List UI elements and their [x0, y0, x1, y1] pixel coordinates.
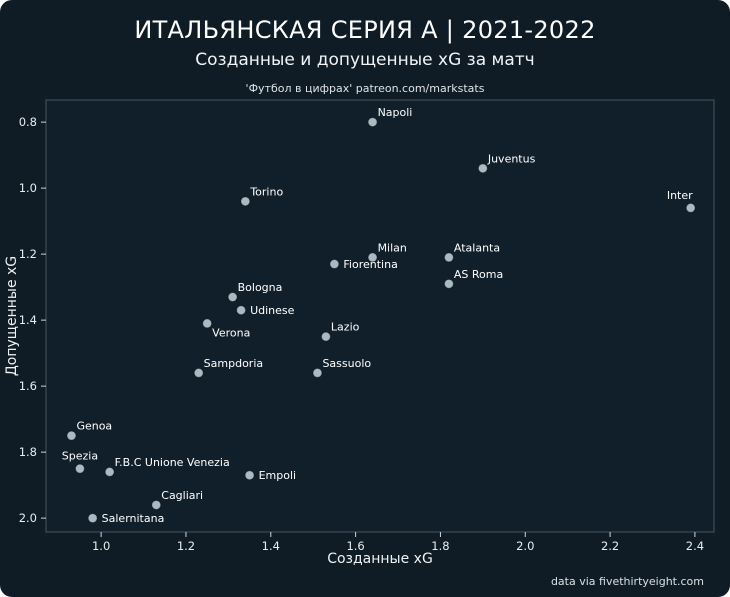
point-label: Milan	[378, 241, 407, 254]
point-label: Salernitana	[102, 512, 165, 525]
y-axis-title: Допущенные xG	[4, 256, 20, 376]
y-tick-label: 1.4	[19, 313, 37, 327]
point-label: Verona	[212, 326, 250, 339]
data-point	[193, 367, 204, 378]
data-point	[443, 252, 454, 263]
point-label: Inter	[667, 189, 693, 202]
point-label: Udinese	[250, 304, 295, 317]
x-tick-label: 1.6	[346, 539, 364, 553]
point-label: Spezia	[62, 450, 98, 463]
x-tick-label: 2.0	[516, 539, 534, 553]
y-tick-label: 0.8	[19, 115, 37, 129]
data-point	[104, 466, 115, 477]
x-tick-label: 1.2	[177, 539, 195, 553]
x-tick-label: 2.2	[601, 539, 619, 553]
chart-title: ИТАЛЬЯНСКАЯ СЕРИЯ А | 2021-2022	[134, 16, 596, 44]
point-label: Lazio	[331, 321, 360, 334]
data-point	[240, 196, 251, 207]
data-point	[202, 318, 213, 329]
point-label: Cagliari	[161, 489, 203, 502]
data-source-credit: data via fivethirtyeight.com	[550, 575, 704, 588]
data-point	[66, 430, 77, 441]
data-point	[367, 117, 378, 128]
y-tick-label: 1.2	[19, 247, 37, 261]
data-point	[367, 252, 378, 263]
x-axis-title: Созданные xG	[327, 551, 433, 567]
point-label: Genoa	[76, 420, 112, 433]
data-point	[87, 513, 98, 524]
plot-panel	[45, 99, 715, 533]
data-point	[329, 259, 340, 270]
data-point	[320, 331, 331, 342]
point-label: AS Roma	[454, 268, 503, 281]
y-tick-label: 1.8	[19, 445, 37, 459]
data-point	[236, 305, 247, 316]
x-tick-label: 1.4	[262, 539, 280, 553]
point-label: Juventus	[487, 152, 536, 165]
x-tick-label: 2.4	[686, 539, 704, 553]
data-point	[443, 278, 454, 289]
point-label: Torino	[249, 185, 283, 198]
y-tick-label: 1.0	[19, 181, 37, 195]
point-label: F.B.C Unione Venezia	[115, 456, 230, 469]
x-tick-label: 1.0	[92, 539, 110, 553]
y-tick-label: 2.0	[19, 511, 37, 525]
data-point	[685, 202, 696, 213]
data-point	[227, 292, 238, 303]
data-point	[74, 463, 85, 474]
data-point	[477, 163, 488, 174]
point-label: Atalanta	[454, 241, 500, 254]
data-point	[151, 499, 162, 510]
point-label: Fiorentina	[343, 258, 397, 271]
y-tick-label: 1.6	[19, 379, 37, 393]
point-label: Sampdoria	[204, 357, 263, 370]
data-point	[312, 367, 323, 378]
point-label: Empoli	[259, 469, 297, 482]
data-point	[244, 470, 255, 481]
chart-caption: 'Футбол в цифрах' patreon.com/markstats	[245, 82, 485, 95]
point-label: Napoli	[378, 106, 413, 119]
chart-subtitle: Созданные и допущенные xG за матч	[195, 50, 535, 70]
point-label: Sassuolo	[322, 357, 371, 370]
x-tick-label: 1.8	[431, 539, 449, 553]
point-label: Bologna	[238, 281, 283, 294]
